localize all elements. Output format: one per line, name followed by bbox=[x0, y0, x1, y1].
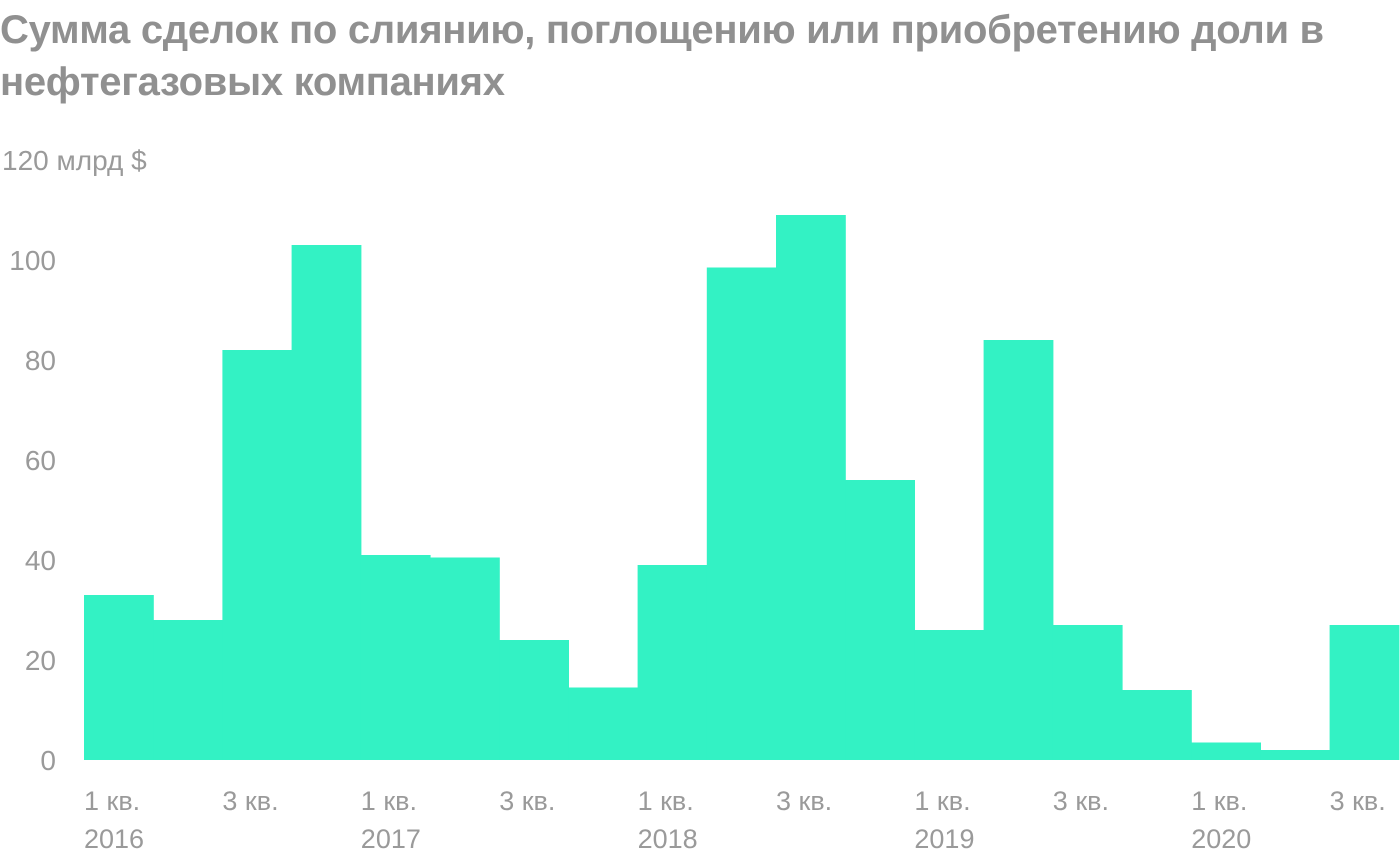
x-tick-quarter: 3 кв. bbox=[1330, 786, 1386, 816]
x-tick-year: 2019 bbox=[914, 824, 974, 854]
bar-15 bbox=[1052, 625, 1123, 760]
bar-8 bbox=[568, 687, 639, 760]
bar-19 bbox=[1329, 625, 1400, 760]
bar-9 bbox=[637, 565, 708, 760]
x-tick-quarter: 1 кв. bbox=[638, 786, 694, 816]
y-tick-label: 20 bbox=[25, 645, 56, 676]
y-axis: 120 млрд $ 100 80 60 40 20 0 bbox=[2, 145, 147, 776]
y-tick-label: 80 bbox=[25, 345, 56, 376]
bar-10 bbox=[706, 267, 777, 760]
y-tick-label: 120 млрд $ bbox=[2, 145, 147, 176]
bar-5 bbox=[360, 555, 431, 760]
bar-18 bbox=[1260, 750, 1331, 760]
x-tick-quarter: 1 кв. bbox=[1191, 786, 1247, 816]
x-tick-quarter: 3 кв. bbox=[1053, 786, 1109, 816]
chart-title: Сумма сделок по слиянию, поглощению или … bbox=[0, 8, 1324, 104]
bars-group bbox=[84, 215, 1400, 760]
x-tick-quarter: 1 кв. bbox=[361, 786, 417, 816]
bar-17 bbox=[1191, 742, 1261, 760]
x-tick-year: 2020 bbox=[1191, 824, 1251, 854]
bar-11 bbox=[776, 215, 846, 760]
y-tick-label: 60 bbox=[25, 445, 56, 476]
bar-6 bbox=[430, 557, 500, 760]
bar-16 bbox=[1122, 690, 1192, 760]
x-axis: 1 кв. 2016 3 кв. 1 кв. 2017 3 кв. 1 кв. 2018 3 к… bbox=[84, 786, 1386, 854]
x-tick-quarter: 3 кв. bbox=[222, 786, 278, 816]
y-tick-label: 40 bbox=[25, 545, 56, 576]
x-tick-year: 2016 bbox=[84, 824, 144, 854]
x-tick-quarter: 3 кв. bbox=[499, 786, 555, 816]
bar-14 bbox=[983, 340, 1054, 760]
y-tick-label: 0 bbox=[40, 745, 56, 776]
bar-13 bbox=[914, 630, 985, 760]
x-tick-quarter: 1 кв. bbox=[914, 786, 970, 816]
bar-12 bbox=[845, 480, 915, 760]
x-tick-quarter: 3 кв. bbox=[776, 786, 832, 816]
bar-2 bbox=[153, 620, 223, 760]
x-tick-year: 2018 bbox=[638, 824, 698, 854]
y-tick-label: 100 bbox=[9, 245, 56, 276]
bar-1 bbox=[84, 595, 154, 760]
x-tick-year: 2017 bbox=[361, 824, 421, 854]
bar-7 bbox=[499, 640, 569, 760]
bar-3 bbox=[222, 350, 293, 760]
x-tick-quarter: 1 кв. bbox=[84, 786, 140, 816]
bar-4 bbox=[291, 245, 362, 760]
